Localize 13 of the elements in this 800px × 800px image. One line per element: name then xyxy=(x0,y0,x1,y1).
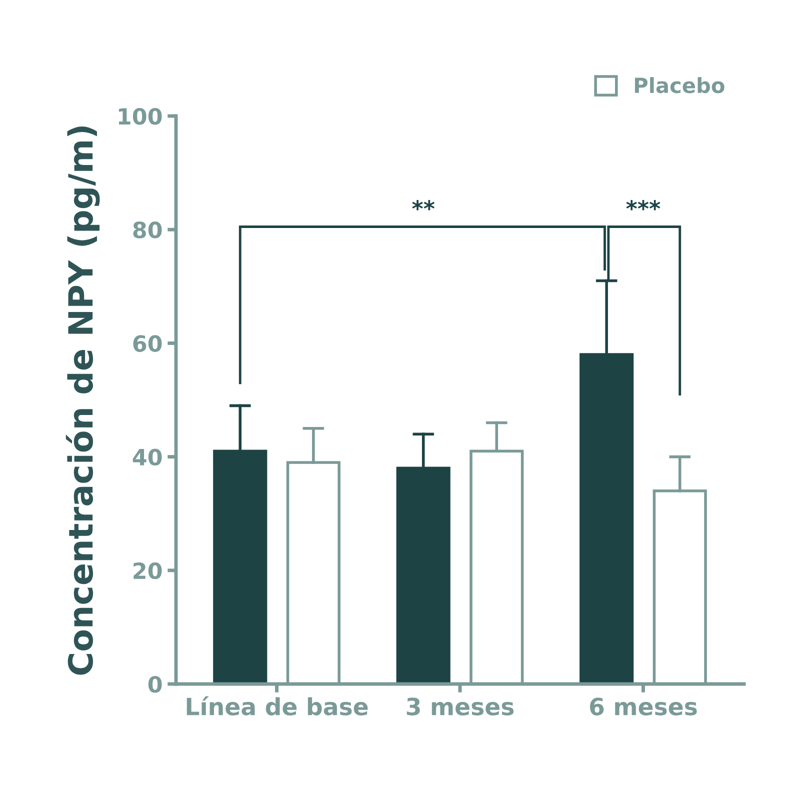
legend-label: Placebo xyxy=(634,77,724,94)
x-tick-label: 3 meses xyxy=(406,698,514,716)
y-tick-label: 60 xyxy=(133,335,162,352)
annotation: *** xyxy=(626,200,660,210)
annotation: ** xyxy=(412,200,435,210)
y-tick-label: 80 xyxy=(133,222,162,238)
x-tick-label: Línea de base xyxy=(186,696,368,716)
y-tick-label: 100 xyxy=(118,108,162,125)
y-tick-label: 20 xyxy=(134,562,162,580)
y-tick-label: 40 xyxy=(132,448,162,466)
y-tick-label: 0 xyxy=(148,676,162,693)
y-axis-title: Concentración de NPY (pg/m) xyxy=(66,126,100,675)
x-tick-label: 6 meses xyxy=(590,698,697,716)
